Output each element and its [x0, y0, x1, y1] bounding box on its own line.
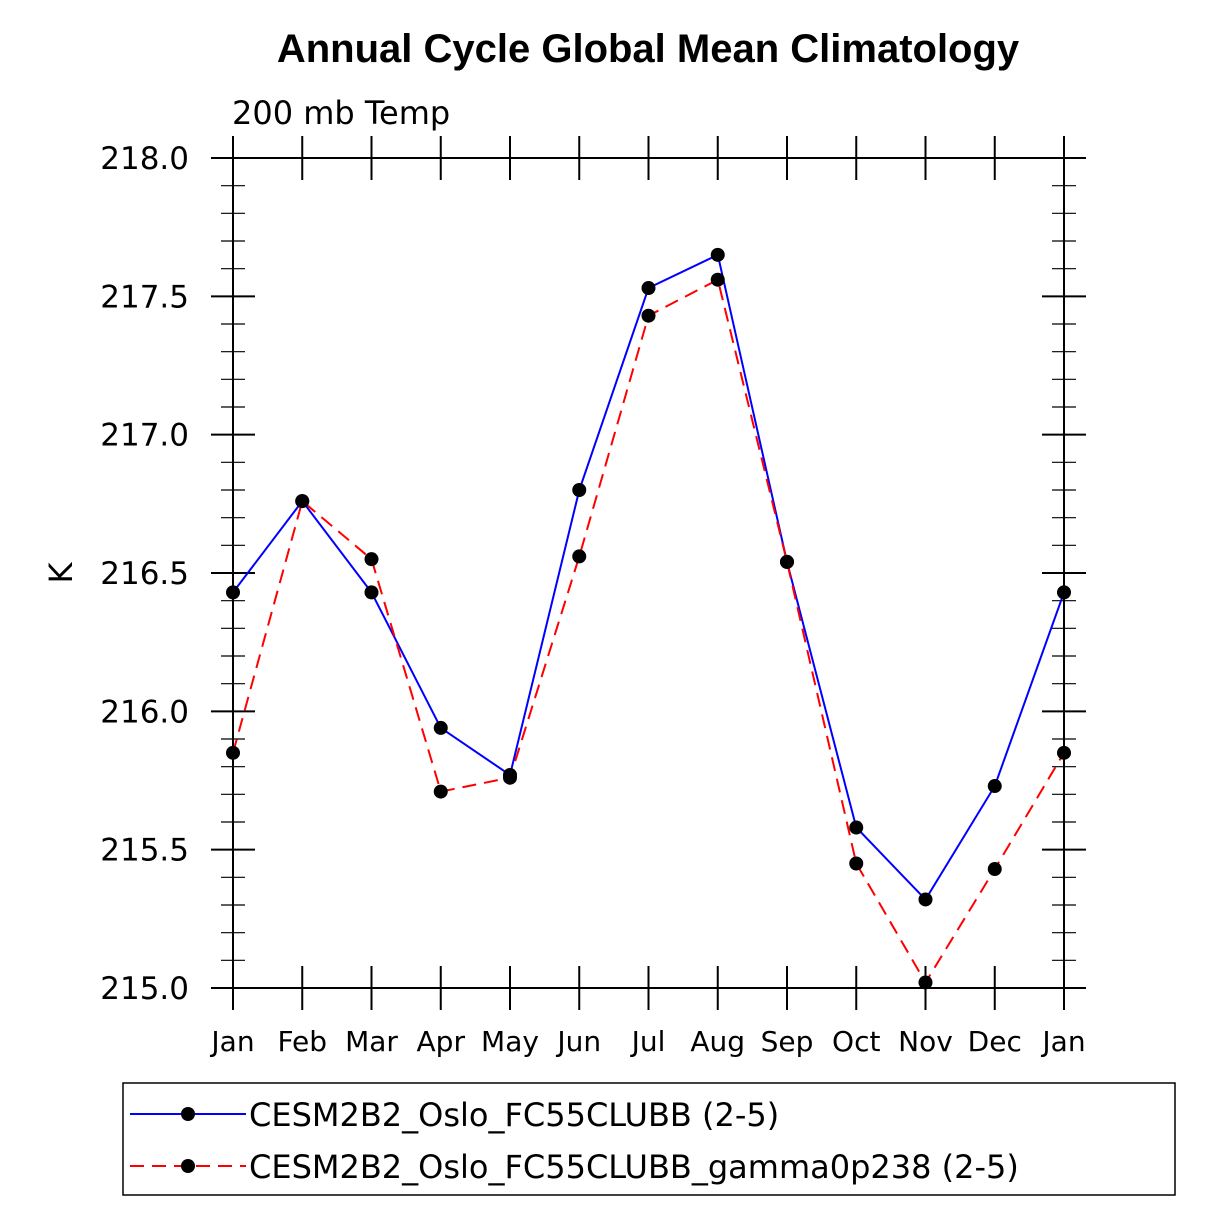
- y-tick-label: 216.5: [100, 556, 189, 592]
- y-tick-labels: 215.0 215.5 216.0 216.5 217.0 217.5 218.0: [100, 141, 189, 1007]
- x-tick-labels: Jan Feb Mar Apr May Jun Jul Aug Sep Oct Nov Dec Jan: [209, 1025, 1085, 1058]
- x-tick-label: Jan: [1040, 1025, 1085, 1058]
- data-point-series-1: [918, 892, 933, 907]
- y-tick-label: 215.5: [100, 833, 189, 869]
- legend-marker-1: [181, 1107, 195, 1121]
- data-point-series-2: [987, 862, 1002, 877]
- data-point-series-2: [433, 784, 448, 799]
- plot-frame: [232, 157, 1065, 989]
- x-tick-label: Dec: [968, 1025, 1022, 1058]
- legend: CESM2B2_Oslo_FC55CLUBB (2-5) CESM2B2_Osl…: [122, 1082, 1176, 1196]
- y-tick-label: 217.0: [100, 418, 189, 454]
- legend-label-2: CESM2B2_Oslo_FC55CLUBB_gamma0p238 (2-5): [249, 1148, 1019, 1186]
- y-axis-label: K: [42, 561, 80, 583]
- y-tick-label: 217.5: [100, 279, 189, 315]
- data-point-series-1: [987, 779, 1002, 794]
- y-tick-label: 215.0: [100, 971, 189, 1007]
- data-point-series-2: [641, 308, 656, 323]
- series-line-1: [232, 253, 1065, 902]
- data-point-series-2: [503, 770, 517, 785]
- y-tick-label: 218.0: [100, 141, 189, 177]
- legend-marker-2: [181, 1159, 195, 1173]
- data-point-series-2: [780, 554, 794, 569]
- data-point-series-1: [433, 720, 448, 735]
- x-tick-label: Apr: [417, 1025, 466, 1058]
- chart-title: Annual Cycle Global Mean Climatology: [277, 27, 1020, 71]
- data-point-series-2: [918, 975, 933, 990]
- data-point-series-2: [710, 272, 725, 287]
- axis-ticks: [211, 136, 1086, 1010]
- data-point-series-1: [226, 585, 240, 600]
- x-tick-label: May: [481, 1025, 539, 1058]
- data-point-series-1: [849, 820, 864, 835]
- x-tick-label: Sep: [761, 1025, 814, 1058]
- x-tick-label: Aug: [690, 1025, 745, 1058]
- legend-label-1: CESM2B2_Oslo_FC55CLUBB (2-5): [249, 1096, 779, 1134]
- data-point-series-1: [1057, 585, 1071, 600]
- chart-subtitle: 200 mb Temp: [232, 94, 450, 132]
- y-tick-label: 216.0: [100, 694, 189, 730]
- data-point-series-1: [364, 585, 379, 600]
- x-tick-label: Mar: [345, 1025, 398, 1058]
- x-tick-label: Oct: [832, 1025, 880, 1058]
- data-point-series-2: [572, 549, 587, 564]
- x-tick-label: Jun: [555, 1025, 601, 1058]
- data-point-series-1: [641, 281, 656, 296]
- data-point-series-1: [710, 247, 725, 262]
- data-point-series-1: [572, 483, 587, 497]
- data-point-series-2: [364, 552, 379, 567]
- x-tick-label: Jul: [630, 1025, 666, 1058]
- series-layer: [226, 247, 1071, 990]
- data-point-series-2: [295, 494, 310, 509]
- data-point-series-2: [849, 856, 864, 871]
- x-tick-label: Nov: [898, 1025, 953, 1058]
- x-tick-label: Feb: [277, 1025, 327, 1058]
- data-point-series-2: [1057, 745, 1071, 760]
- x-tick-label: Jan: [209, 1025, 254, 1058]
- data-point-series-2: [226, 745, 240, 760]
- legend-box: [122, 1082, 1176, 1196]
